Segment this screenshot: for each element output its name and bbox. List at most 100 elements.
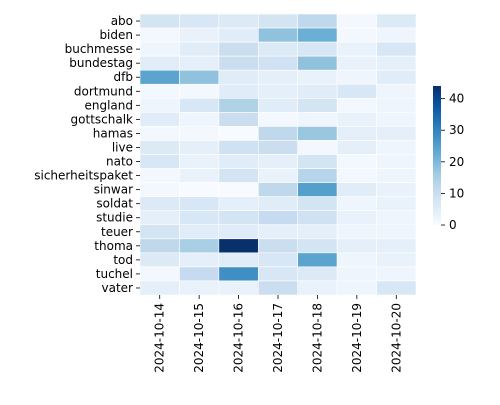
heatmap-cell-dortmund-2024-10-14 <box>139 83 180 99</box>
heatmap-cell-tod-2024-10-14 <box>139 252 180 268</box>
heatmap-cell-bundestag-2024-10-16 <box>218 55 259 71</box>
heatmap-cell-buchmesse-2024-10-17 <box>257 41 299 57</box>
y-tick-label-nato: nato <box>106 155 133 169</box>
heatmap-cell-nato-2024-10-15 <box>179 154 220 169</box>
heatmap-cell-nato-2024-10-14 <box>139 154 180 169</box>
y-tick-label-teuer: teuer <box>101 225 133 239</box>
heatmap-cell-hamas-2024-10-14 <box>139 126 180 141</box>
heatmap-cell-biden-2024-10-20 <box>376 27 417 43</box>
heatmap-cell-biden-2024-10-16 <box>218 27 259 43</box>
heatmap-cell-biden-2024-10-17 <box>257 27 299 43</box>
heatmap-cell-dortmund-2024-10-16 <box>218 83 259 99</box>
heatmap-cell-sicherheitspaket-2024-10-14 <box>139 168 180 183</box>
heatmap-cell-dortmund-2024-10-17 <box>257 83 299 99</box>
heatmap-cell-bundestag-2024-10-20 <box>376 55 417 71</box>
heatmap-cell-dortmund-2024-10-20 <box>376 83 417 99</box>
heatmap-cell-dfb-2024-10-20 <box>376 69 417 85</box>
heatmap-cell-studie-2024-10-19 <box>336 210 377 226</box>
heatmap-cell-thoma-2024-10-16 <box>218 238 259 254</box>
heatmap-cell-soldat-2024-10-20 <box>376 196 417 211</box>
heatmap-cell-teuer-2024-10-14 <box>139 224 180 240</box>
heatmap-cell-vater-2024-10-16 <box>218 280 259 296</box>
x-tick-label-2024-10-14: 2024-10-14 <box>153 303 167 373</box>
heatmap-cell-thoma-2024-10-18 <box>297 238 338 254</box>
heatmap-cell-england-2024-10-20 <box>376 98 417 113</box>
heatmap-cell-live-2024-10-15 <box>179 140 220 155</box>
y-tick-label-hamas: hamas <box>93 126 133 140</box>
y-axis-tick-labels: abobidenbuchmessebundestagdfbdortmundeng… <box>34 14 140 295</box>
heatmap-cell-england-2024-10-16 <box>218 98 259 113</box>
y-tick-label-dfb: dfb <box>114 70 133 84</box>
heatmap-cell-thoma-2024-10-14 <box>139 238 180 254</box>
heatmap-cell-buchmesse-2024-10-16 <box>218 41 259 57</box>
heatmap-cell-hamas-2024-10-19 <box>336 126 377 141</box>
heatmap-cell-dfb-2024-10-15 <box>179 69 220 85</box>
heatmap-cell-tuchel-2024-10-20 <box>376 266 417 282</box>
heatmap-cell-abo-2024-10-15 <box>179 13 220 29</box>
heatmap-cell-biden-2024-10-18 <box>297 27 338 43</box>
heatmap-cell-abo-2024-10-14 <box>139 13 180 29</box>
y-tick-label-sinwar: sinwar <box>94 183 133 197</box>
colorbar-tick-label-30: 30 <box>449 123 464 137</box>
y-tick-label-abo: abo <box>111 14 133 28</box>
heatmap-cell-soldat-2024-10-17 <box>257 196 299 211</box>
heatmap-cell-studie-2024-10-14 <box>139 210 180 226</box>
heatmap-cell-gottschalk-2024-10-17 <box>257 112 299 127</box>
y-tick-label-tuchel: tuchel <box>96 267 133 281</box>
heatmap-cell-england-2024-10-18 <box>297 98 338 113</box>
heatmap-cell-bundestag-2024-10-17 <box>257 55 299 71</box>
heatmap-cell-buchmesse-2024-10-19 <box>336 41 377 57</box>
heatmap-cell-nato-2024-10-19 <box>336 154 377 169</box>
heatmap-cell-teuer-2024-10-16 <box>218 224 259 240</box>
y-tick-label-tod: tod <box>113 253 133 267</box>
heatmap-cell-buchmesse-2024-10-18 <box>297 41 338 57</box>
heatmap-cell-abo-2024-10-18 <box>297 13 338 29</box>
heatmap-cell-vater-2024-10-20 <box>376 280 417 296</box>
heatmap-cell-sinwar-2024-10-20 <box>376 182 417 197</box>
y-tick-label-buchmesse: buchmesse <box>65 42 133 56</box>
heatmap-cell-live-2024-10-14 <box>139 140 180 155</box>
heatmap-cell-tuchel-2024-10-18 <box>297 266 338 282</box>
heatmap-cell-thoma-2024-10-15 <box>179 238 220 254</box>
y-tick-label-soldat: soldat <box>96 197 133 211</box>
heatmap-cell-studie-2024-10-17 <box>257 210 299 226</box>
heatmap-cell-buchmesse-2024-10-14 <box>139 41 180 57</box>
heatmap-cell-gottschalk-2024-10-19 <box>336 112 377 127</box>
heatmap-cell-dfb-2024-10-18 <box>297 69 338 85</box>
colorbar-tick-label-10: 10 <box>449 186 464 200</box>
x-tick-label-2024-10-20: 2024-10-20 <box>389 303 403 373</box>
heatmap-cell-nato-2024-10-17 <box>257 154 299 169</box>
heatmap-cell-biden-2024-10-19 <box>336 27 377 43</box>
heatmap-cell-soldat-2024-10-19 <box>336 196 377 211</box>
heatmap-cell-england-2024-10-19 <box>336 98 377 113</box>
heatmap-cell-buchmesse-2024-10-20 <box>376 41 417 57</box>
heatmap-cell-dortmund-2024-10-19 <box>336 83 377 99</box>
x-tick-label-2024-10-17: 2024-10-17 <box>271 303 285 373</box>
heatmap-cell-tod-2024-10-19 <box>336 252 377 268</box>
heatmap-cell-sicherheitspaket-2024-10-17 <box>257 168 299 183</box>
heatmap-cell-gottschalk-2024-10-20 <box>376 112 417 127</box>
heatmap-cell-abo-2024-10-16 <box>218 13 259 29</box>
heatmap-cell-abo-2024-10-20 <box>376 13 417 29</box>
heatmap-cell-sicherheitspaket-2024-10-15 <box>179 168 220 183</box>
heatmap-cell-studie-2024-10-20 <box>376 210 417 226</box>
heatmap-cell-soldat-2024-10-16 <box>218 196 259 211</box>
heatmap-cell-bundestag-2024-10-15 <box>179 55 220 71</box>
heatmap-cell-england-2024-10-15 <box>179 98 220 113</box>
heatmap-cell-live-2024-10-19 <box>336 140 377 155</box>
heatmap-cell-sinwar-2024-10-15 <box>179 182 220 197</box>
heatmap-cell-gottschalk-2024-10-15 <box>179 112 220 127</box>
heatmap-cell-tuchel-2024-10-17 <box>257 266 299 282</box>
heatmap-cell-england-2024-10-14 <box>139 98 180 113</box>
y-tick-label-live: live <box>112 140 133 154</box>
heatmap-cell-vater-2024-10-18 <box>297 280 338 296</box>
heatmap-cell-dfb-2024-10-14 <box>139 69 180 85</box>
heatmap-cell-nato-2024-10-20 <box>376 154 417 169</box>
heatmap-cell-live-2024-10-16 <box>218 140 259 155</box>
heatmap-cell-studie-2024-10-15 <box>179 210 220 226</box>
heatmap-cell-teuer-2024-10-18 <box>297 224 338 240</box>
y-tick-label-vater: vater <box>102 281 134 295</box>
heatmap-cell-sicherheitspaket-2024-10-18 <box>297 168 338 183</box>
heatmap-cell-bundestag-2024-10-18 <box>297 55 338 71</box>
heatmap-cell-tuchel-2024-10-16 <box>218 266 259 282</box>
